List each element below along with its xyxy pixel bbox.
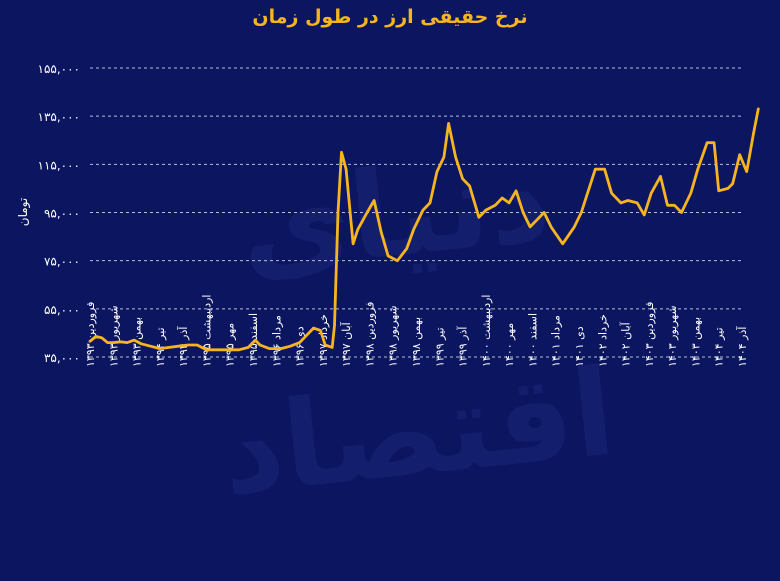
x-tick-label: بهمن ۱۳۹۸: [410, 317, 423, 367]
x-tick-label: مهر ۱۳۹۵: [224, 323, 237, 367]
y-tick-label: ۷۵,۰۰۰: [44, 255, 80, 269]
x-tick-label: شهریور ۱۳۹۳: [107, 305, 120, 367]
x-tick-label: فروردین ۱۳۹۸: [363, 302, 376, 367]
x-tick-label: آبان ۱۴۰۲: [619, 321, 633, 367]
y-axis-label: تومان: [16, 198, 31, 226]
x-tick-label: خرداد ۱۴۰۲: [596, 314, 609, 367]
x-tick-label: آذر ۱۳۹۹: [456, 326, 470, 367]
y-tick-label: ۱۳۵,۰۰۰: [38, 110, 81, 124]
series-line: [88, 107, 760, 352]
x-tick-label: مرداد ۱۴۰۱: [550, 315, 563, 367]
x-tick-label: مهر ۱۴۰۰: [503, 323, 516, 367]
x-tick-label: بهمن ۱۴۰۳: [689, 317, 702, 367]
x-tick-label: اردیبهشت ۱۳۹۵: [200, 295, 213, 367]
chart: دنیای اقتصاد نرخ حقیقی ارز در طول زمان ۳…: [16, 6, 760, 523]
x-tick-label: فروردین ۱۳۹۳: [84, 302, 97, 367]
y-tick-label: ۹۵,۰۰۰: [44, 207, 80, 221]
x-tick-label: دی ۱۴۰۱: [573, 326, 586, 367]
x-tick-label: فروردین ۱۴۰۳: [643, 302, 656, 367]
x-tick-label: مرداد ۱۳۹۶: [270, 315, 283, 367]
x-tick-label: تیر ۱۳۹۹: [433, 327, 446, 367]
x-tick-label: دی ۱۳۹۶: [294, 326, 307, 367]
x-tick-label: شهریور ۱۴۰۳: [666, 305, 679, 367]
x-tick-label: شهریور ۱۳۹۸: [387, 305, 400, 367]
x-tick-label: آذر ۱۴۰۴: [735, 326, 749, 367]
chart-title: نرخ حقیقی ارز در طول زمان: [252, 6, 528, 28]
y-tick-label: ۵۵,۰۰۰: [44, 303, 80, 317]
x-tick-label: آبان ۱۳۹۷: [339, 321, 353, 367]
y-tick-label: ۱۵۵,۰۰۰: [38, 62, 81, 76]
x-tick-label: اسفند ۱۴۰۰: [526, 313, 539, 367]
y-tick-label: ۱۱۵,۰۰۰: [38, 158, 81, 172]
y-tick-label: ۳۵,۰۰۰: [44, 351, 80, 365]
x-tick-label: اردیبهشت ۱۴۰۰: [480, 295, 493, 367]
chart-canvas: ۳۵,۰۰۰ ۵۵,۰۰۰ ۷۵,۰۰۰ ۹۵,۰۰۰ ۱۱۵,۰۰۰ ۱۳۵,۰۰۰ ۱۵…: [16, 62, 760, 367]
x-tick-label: تیر ۱۴۰۴: [713, 327, 726, 367]
